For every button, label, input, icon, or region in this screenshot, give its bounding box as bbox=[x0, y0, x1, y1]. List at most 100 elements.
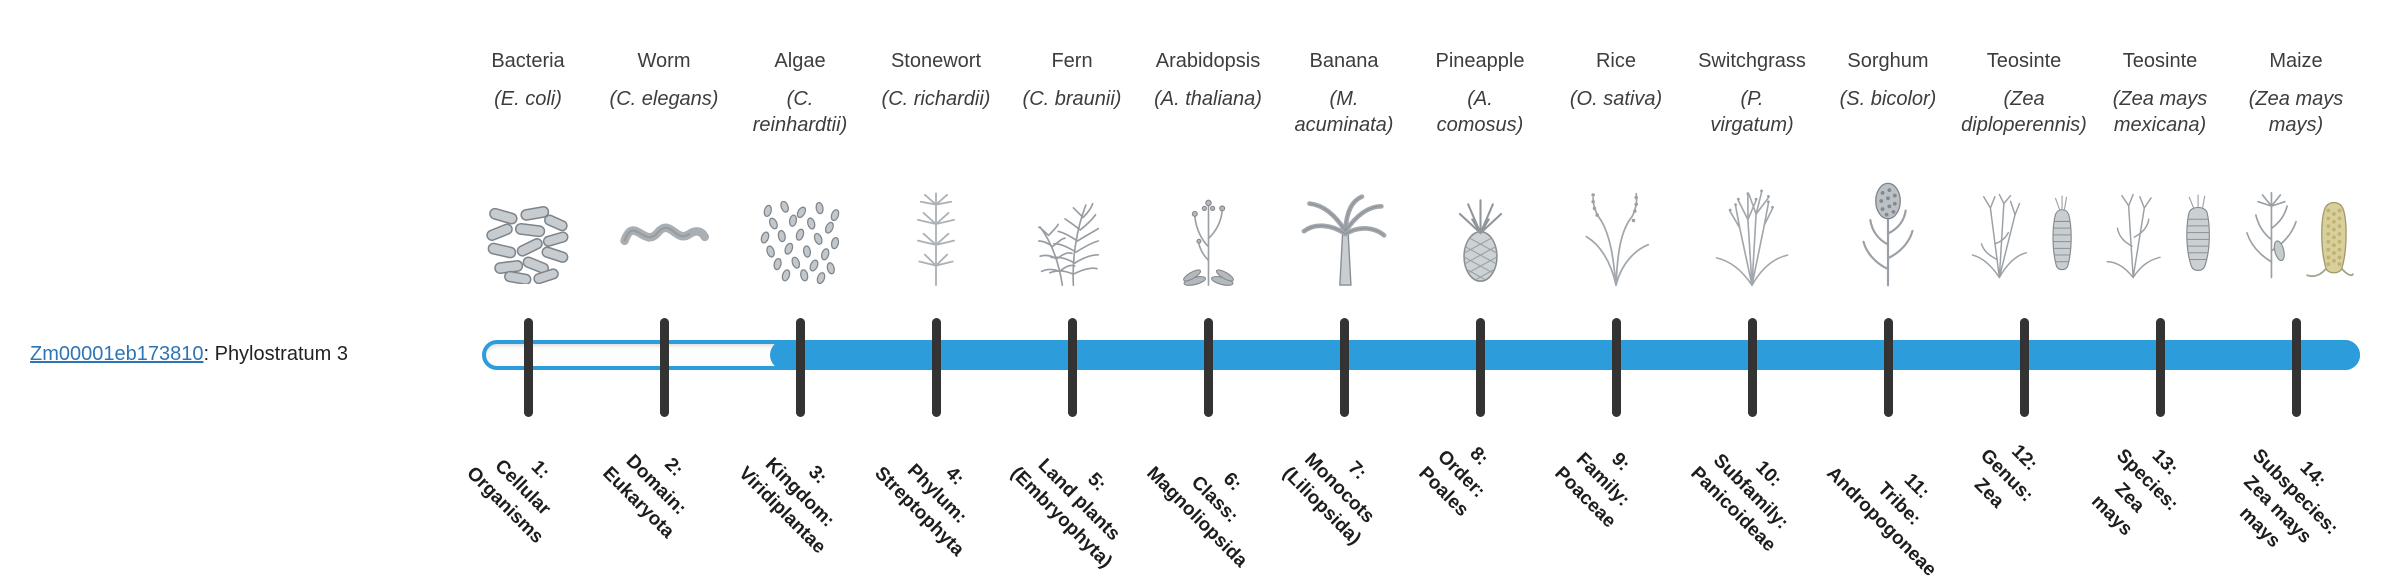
organism-scientific-name: (Zea mays mexicana) bbox=[2092, 86, 2228, 138]
teosinte-mex-icon bbox=[2104, 184, 2216, 288]
organism-scientific-name-line: (C. braunii) bbox=[1022, 88, 1122, 110]
organism-scientific-name: (E. coli) bbox=[460, 86, 596, 138]
stratum-label: 5: Land plants (Embryophyta) bbox=[1005, 426, 1153, 574]
organism-illustration-box bbox=[732, 138, 868, 288]
stratum-label: 6: Class: Magnoliopsida bbox=[1141, 426, 1288, 573]
organism-column: Bacteria (E. coli) bbox=[460, 48, 596, 288]
organism-common-name: Banana bbox=[1309, 50, 1379, 72]
organism-common-name: Worm bbox=[637, 50, 691, 72]
stratum-label: 4: Phylum: Streptophyta bbox=[869, 426, 1005, 562]
organism-common-name: Pineapple bbox=[1435, 50, 1525, 72]
gene-id-link[interactable]: Zm00001eb173810 bbox=[30, 343, 204, 365]
phylostratum-tick bbox=[2155, 318, 2165, 417]
organism-scientific-name-line: mexicana) bbox=[2113, 114, 2207, 136]
organism-scientific-name-line: (Zea mays bbox=[2112, 88, 2208, 110]
organism-scientific-name: (C. elegans) bbox=[596, 86, 732, 138]
organism-scientific-name: (P. virgatum) bbox=[1684, 86, 1820, 138]
organism-column: Arabidopsis (A. thaliana) bbox=[1140, 48, 1276, 288]
worm-icon bbox=[618, 204, 710, 254]
organism-column: Algae (C. reinhardtii) bbox=[732, 48, 868, 288]
organism-scientific-name: (O. sativa) bbox=[1548, 86, 1684, 138]
organism-common-name: Rice bbox=[1595, 50, 1636, 72]
organism-illustration-box bbox=[460, 138, 596, 288]
organism-common-name: Switchgrass bbox=[1698, 50, 1806, 72]
phylostratum-tick bbox=[2291, 318, 2301, 417]
phylostratum-tick bbox=[1475, 318, 1485, 417]
stratum-label: 8: Order: Poales bbox=[1413, 426, 1509, 522]
organism-scientific-name: (Zea mays mays) bbox=[2228, 86, 2364, 138]
stratum-label: 13: Species: Zea mays bbox=[2075, 426, 2201, 552]
organism-illustration-box bbox=[2092, 138, 2228, 288]
pineapple-icon bbox=[1453, 192, 1508, 288]
stratum-label: 7: Monocots (Liliopsida) bbox=[1277, 426, 1402, 551]
organism-illustration-box bbox=[1276, 138, 1412, 288]
organism-scientific-name: (C. richardii) bbox=[868, 86, 1004, 138]
organism-column: Pineapple (A. comosus) bbox=[1412, 48, 1548, 288]
phylostratum-tick bbox=[931, 318, 941, 417]
stratum-label: 11: Tribe: Andropogoneae bbox=[1821, 426, 1977, 580]
organism-scientific-name-line: comosus) bbox=[1436, 114, 1524, 136]
organism-column: Fern (C. braunii) bbox=[1004, 48, 1140, 288]
organism-scientific-name-line: diploperennis) bbox=[1961, 114, 2087, 136]
organism-illustration-box bbox=[1684, 138, 1820, 288]
organism-illustration-box bbox=[1820, 138, 1956, 288]
organism-column: Sorghum (S. bicolor) bbox=[1820, 48, 1956, 288]
phylostratum-tick bbox=[795, 318, 805, 417]
organism-column: Switchgrass (P. virgatum) bbox=[1684, 48, 1820, 288]
organism-scientific-name-line: (A. bbox=[1467, 88, 1493, 110]
organism-scientific-name: (S. bicolor) bbox=[1820, 86, 1956, 138]
organism-column: Teosinte (Zea diploperennis) bbox=[1956, 48, 2092, 288]
stratum-label: 14: Subspecies: Zea mays mays bbox=[2211, 426, 2361, 576]
organism-scientific-name-line: acuminata) bbox=[1294, 114, 1394, 136]
organism-scientific-name-line: mays) bbox=[2268, 114, 2324, 136]
organism-scientific-name-line: (A. thaliana) bbox=[1154, 88, 1262, 110]
organism-common-name: Arabidopsis bbox=[1155, 50, 1261, 72]
rice-icon bbox=[1577, 188, 1655, 288]
organism-column: Stonewort (C. richardii) bbox=[868, 48, 1004, 288]
organism-scientific-name: (C. braunii) bbox=[1004, 86, 1140, 138]
organism-column: Teosinte (Zea mays mexicana) bbox=[2092, 48, 2228, 288]
organism-scientific-name-line: (C. elegans) bbox=[609, 88, 719, 110]
organism-column: Rice (O. sativa) bbox=[1548, 48, 1684, 288]
arabidopsis-icon bbox=[1177, 189, 1240, 288]
organism-illustration-box bbox=[1548, 138, 1684, 288]
sorghum-icon bbox=[1854, 182, 1922, 288]
banana-icon bbox=[1297, 191, 1391, 288]
organism-illustration-box bbox=[1004, 138, 1140, 288]
organism-illustration-box bbox=[596, 138, 732, 288]
organism-illustration-box bbox=[2228, 138, 2364, 288]
phylostratum-tick bbox=[1883, 318, 1893, 417]
maize-icon bbox=[2238, 180, 2354, 288]
phylostratum-tick bbox=[659, 318, 669, 417]
stratum-label: 12: Genus: Zea bbox=[1957, 426, 2056, 525]
timeline-bar-filled-segment bbox=[770, 340, 2360, 370]
phylostratum-tick bbox=[1203, 318, 1213, 417]
organism-column: Maize (Zea mays mays) bbox=[2228, 48, 2364, 288]
phylostratum-tick bbox=[2019, 318, 2029, 417]
stratum-label: 9: Family: Poaceae bbox=[1549, 426, 1657, 534]
phylostratum-tick bbox=[1339, 318, 1349, 417]
organism-scientific-name-line: virgatum) bbox=[1710, 114, 1794, 136]
organism-illustration-box bbox=[1412, 138, 1548, 288]
organism-scientific-name: (A. thaliana) bbox=[1140, 86, 1276, 138]
teosinte-diplo-icon bbox=[1968, 184, 2080, 288]
gene-phylostratum-text: : Phylostratum 3 bbox=[203, 343, 348, 365]
organism-scientific-name-line: (S. bicolor) bbox=[1839, 88, 1937, 110]
stonewort-icon bbox=[911, 185, 961, 288]
organism-scientific-name: (Zea diploperennis) bbox=[1956, 86, 2092, 138]
organism-scientific-name-line: (Zea bbox=[2003, 88, 2045, 110]
organism-illustration-box bbox=[1140, 138, 1276, 288]
organism-scientific-name-line: (O. sativa) bbox=[1569, 88, 1663, 110]
algae-icon bbox=[758, 201, 842, 288]
organism-scientific-name: (M. acuminata) bbox=[1276, 86, 1412, 138]
stratum-label: 10: Subfamily: Panicoideae bbox=[1685, 426, 1816, 557]
organism-illustration-box bbox=[868, 138, 1004, 288]
organism-column: Worm (C. elegans) bbox=[596, 48, 732, 288]
phylostratum-tick bbox=[1747, 318, 1757, 417]
organism-common-name: Bacteria bbox=[491, 50, 565, 72]
organism-scientific-name: (A. comosus) bbox=[1412, 86, 1548, 138]
gene-label: Zm00001eb173810: Phylostratum 3 bbox=[30, 343, 348, 366]
organism-scientific-name-line: (C. richardii) bbox=[881, 88, 991, 110]
organism-scientific-name-line: (M. bbox=[1329, 88, 1359, 110]
